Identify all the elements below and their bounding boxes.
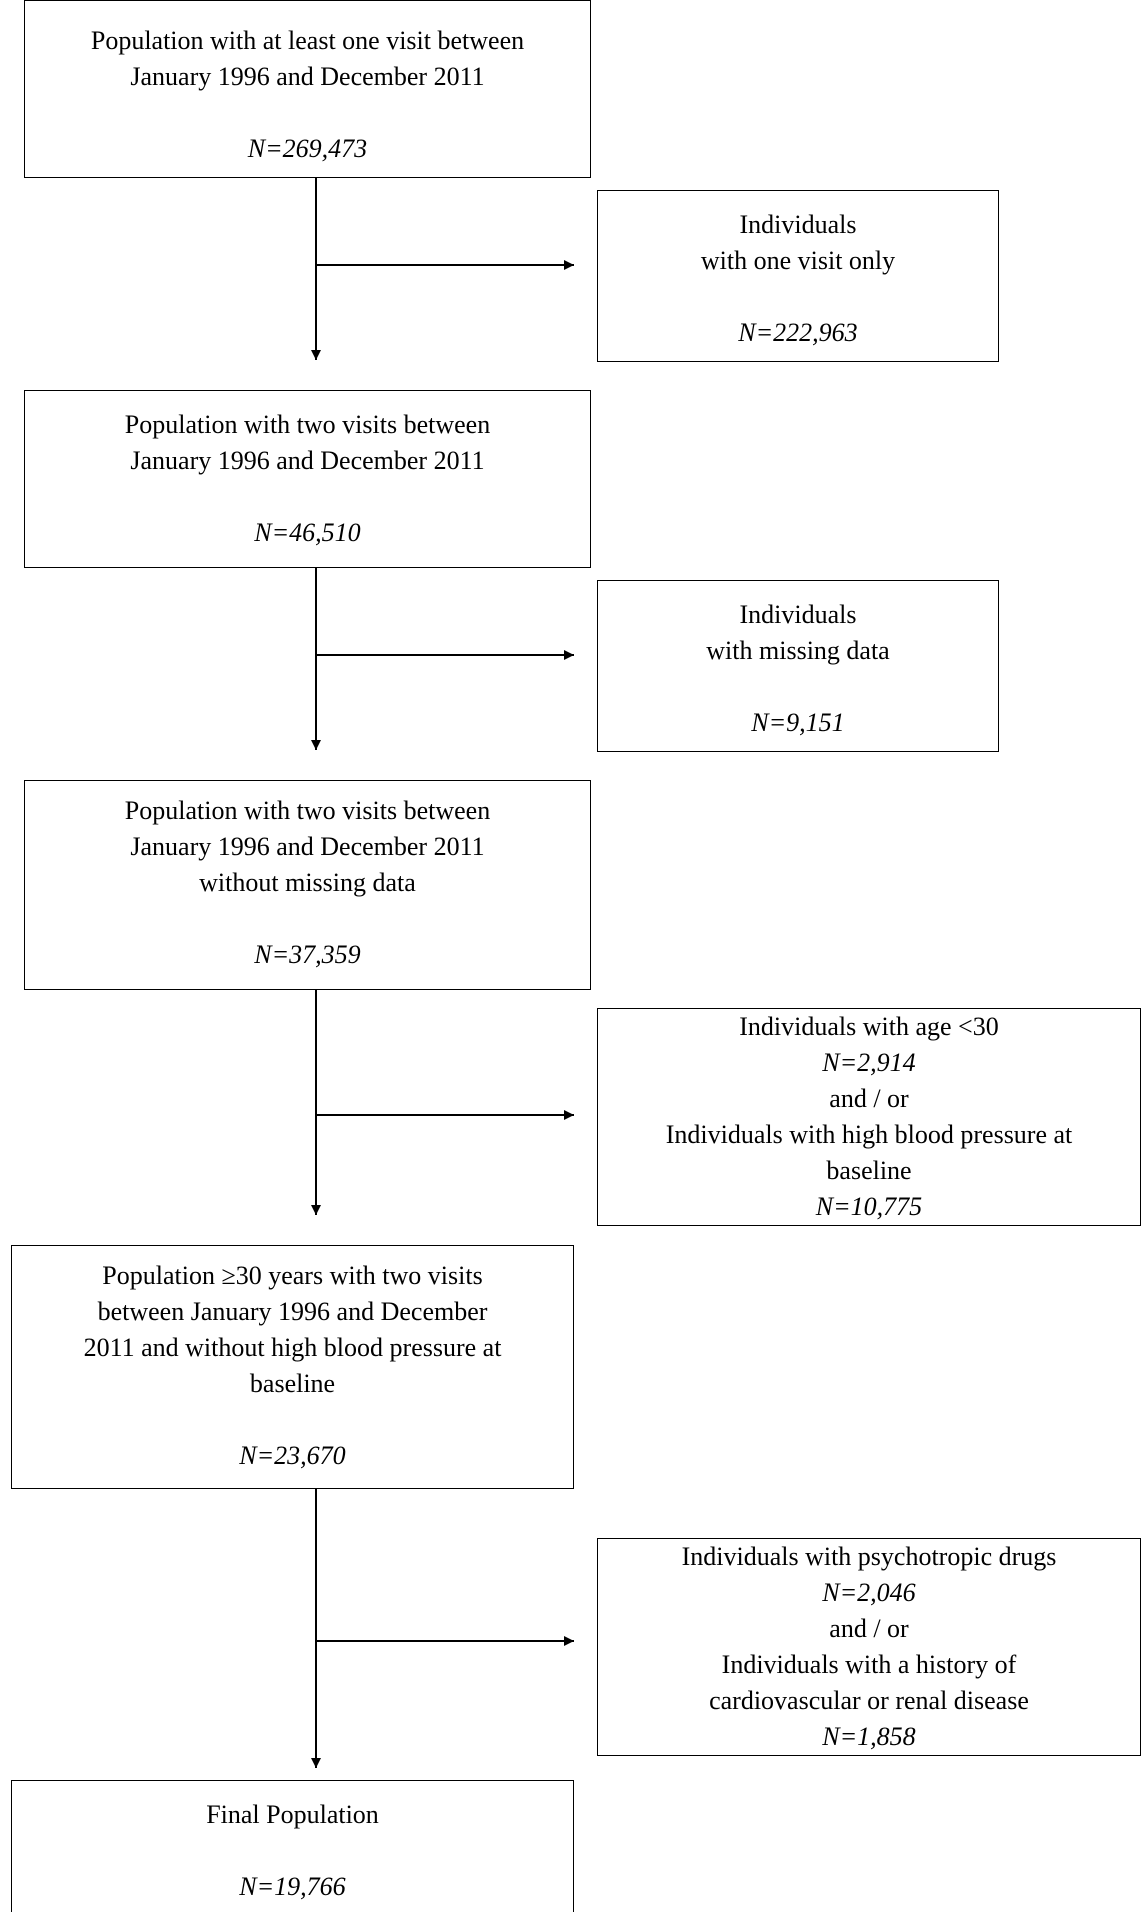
step-text-line: without missing data [199,868,416,897]
step-box-final-population: Final Population N=19,766 [11,1780,574,1912]
exclusion-count: N=10,775 [815,1192,923,1221]
step-count: N=23,670 [239,1441,346,1470]
step-box-age-bp-filtered: Population ≥30 years with two visits bet… [11,1245,574,1489]
step-text-line: baseline [249,1369,336,1398]
exclusion-text-line: Individuals with a history of [721,1650,1017,1679]
exclusion-box-drugs-history: Individuals with psychotropic drugs N=2,… [597,1538,1141,1756]
step-text-line: January 1996 and December 2011 [130,62,485,91]
exclusion-count: N=9,151 [751,708,845,737]
step-text-line: January 1996 and December 2011 [130,446,485,475]
exclusion-text-line: cardiovascular or renal disease [709,1686,1029,1715]
step-text-line: Final Population [206,1800,379,1829]
exclusion-text-line: Individuals with psychotropic drugs [681,1542,1057,1571]
exclusion-text-line: with one visit only [700,246,896,275]
exclusion-count: N=2,046 [822,1578,916,1607]
step-box-no-missing-data: Population with two visits between Janua… [24,780,591,990]
exclusion-count: N=222,963 [738,318,858,347]
exclusion-count: N=1,858 [822,1722,916,1751]
exclusion-joiner: and / or [829,1084,909,1113]
exclusion-joiner: and / or [829,1614,909,1643]
step-text-line: 2011 and without high blood pressure at [83,1333,502,1362]
exclusion-text-line: Individuals with high blood pressure at [665,1120,1073,1149]
exclusion-text-line: baseline [826,1156,912,1185]
exclusion-text-line: Individuals [739,210,857,239]
exclusion-count: N=2,914 [822,1048,916,1077]
step-text-line: between January 1996 and December [97,1297,488,1326]
step-text-line: Population with at least one visit betwe… [90,26,525,55]
step-box-two-visits: Population with two visits between Janua… [24,390,591,568]
exclusion-text-line: with missing data [706,636,890,665]
exclusion-box-one-visit: Individuals with one visit only N=222,96… [597,190,999,362]
step-text-line: January 1996 and December 2011 [130,832,485,861]
step-count: N=46,510 [254,518,361,547]
step-count: N=37,359 [254,940,361,969]
step-text-line: Population with two visits between [124,410,491,439]
exclusion-box-missing-data: Individuals with missing data N=9,151 [597,580,999,752]
step-count: N=269,473 [247,134,368,163]
step-count: N=19,766 [239,1872,346,1901]
step-text-line: Population ≥30 years with two visits [102,1261,483,1290]
step-text-line: Population with two visits between [124,796,491,825]
exclusion-box-age-bp: Individuals with age <30 N=2,914 and / o… [597,1008,1141,1226]
step-box-initial-population: Population with at least one visit betwe… [24,0,591,178]
exclusion-text-line: Individuals with age <30 [739,1012,999,1041]
exclusion-text-line: Individuals [739,600,857,629]
